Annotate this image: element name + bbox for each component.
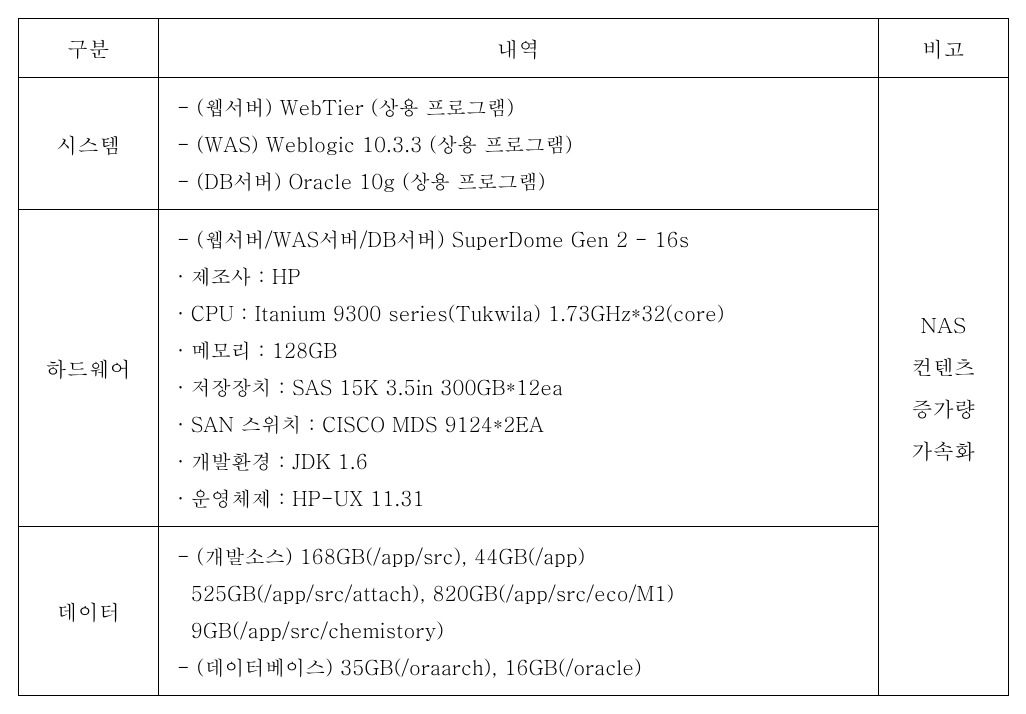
detail-line: 525GB(/app/src/attach), 820GB(/app/src/e…	[177, 574, 866, 611]
detail-line: - (개발소스) 168GB(/app/src), 44GB(/app)	[177, 537, 866, 574]
detail-line: · SAN 스위치 : CISCO MDS 9124*2EA	[177, 405, 866, 442]
detail-line: - (WAS) Weblogic 10.3.3 (상용 프로그램)	[177, 125, 866, 162]
header-note: 비고	[879, 19, 1009, 78]
category-cell: 데이터	[19, 527, 159, 696]
note-cell: NAS 컨텐츠 증가량 가속화	[879, 78, 1009, 696]
header-row: 구분 내역 비고	[19, 19, 1009, 78]
detail-cell: - (웹서버) WebTier (상용 프로그램) - (WAS) Weblog…	[159, 78, 879, 210]
note-line: 가속화	[879, 429, 1008, 471]
detail-line: - (웹서버) WebTier (상용 프로그램)	[177, 88, 866, 125]
detail-line: - (데이터베이스) 35GB(/oraarch), 16GB(/oracle)	[177, 648, 866, 685]
note-line: 컨텐츠	[879, 345, 1008, 387]
detail-cell: - (개발소스) 168GB(/app/src), 44GB(/app) 525…	[159, 527, 879, 696]
table-row: 데이터 - (개발소스) 168GB(/app/src), 44GB(/app)…	[19, 527, 1009, 696]
spec-table: 구분 내역 비고 시스템 - (웹서버) WebTier (상용 프로그램) -…	[18, 18, 1009, 696]
note-line: NAS	[879, 303, 1008, 345]
category-cell: 시스템	[19, 78, 159, 210]
detail-line: - (웹서버/WAS서버/DB서버) SuperDome Gen 2 - 16s	[177, 220, 866, 257]
detail-line: · 운영체제 : HP-UX 11.31	[177, 479, 866, 516]
detail-line: 9GB(/app/src/chemistory)	[177, 611, 866, 648]
header-detail: 내역	[159, 19, 879, 78]
table-row: 하드웨어 - (웹서버/WAS서버/DB서버) SuperDome Gen 2 …	[19, 210, 1009, 527]
header-category: 구분	[19, 19, 159, 78]
detail-line: · CPU : Itanium 9300 series(Tukwila) 1.7…	[177, 294, 866, 331]
category-cell: 하드웨어	[19, 210, 159, 527]
note-line: 증가량	[879, 387, 1008, 429]
detail-cell: - (웹서버/WAS서버/DB서버) SuperDome Gen 2 - 16s…	[159, 210, 879, 527]
table-row: 시스템 - (웹서버) WebTier (상용 프로그램) - (WAS) We…	[19, 78, 1009, 210]
detail-line: - (DB서버) Oracle 10g (상용 프로그램)	[177, 162, 866, 199]
detail-line: · 저장장치 : SAS 15K 3.5in 300GB*12ea	[177, 368, 866, 405]
detail-line: · 제조사 : HP	[177, 257, 866, 294]
detail-line: · 메모리 : 128GB	[177, 331, 866, 368]
detail-line: · 개발환경 : JDK 1.6	[177, 442, 866, 479]
